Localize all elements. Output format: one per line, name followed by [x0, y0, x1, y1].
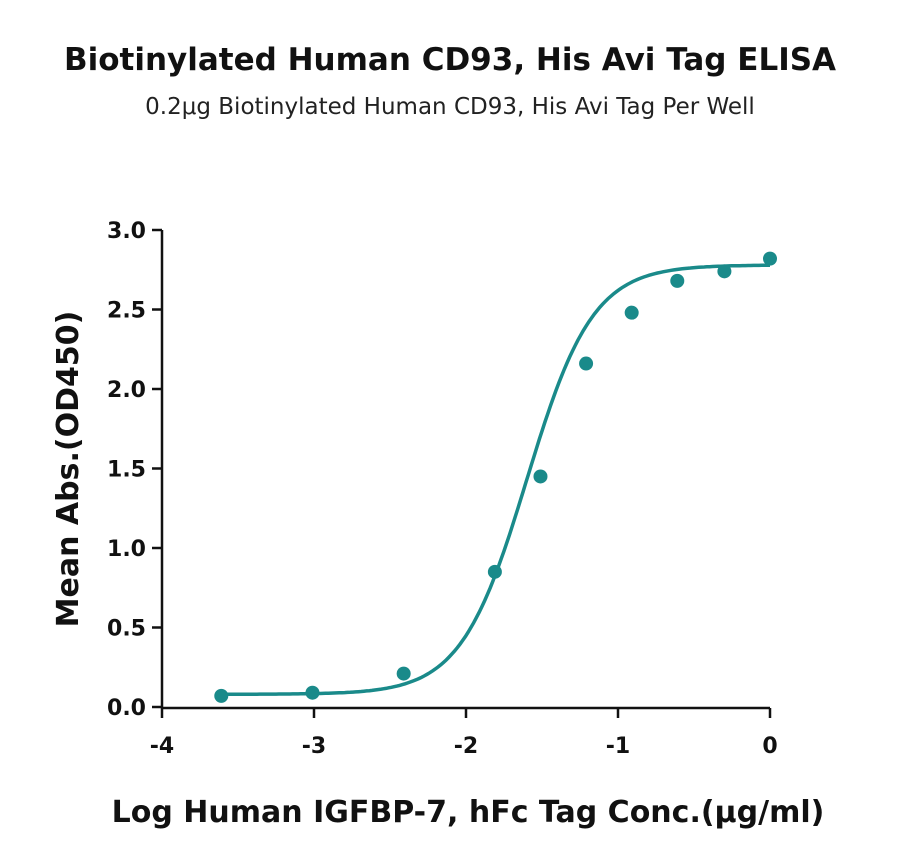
data-point [487, 564, 502, 579]
y-tick-label: 1.5 [107, 458, 146, 483]
data-point [670, 273, 685, 288]
data-points [214, 251, 777, 703]
data-point [763, 251, 777, 266]
y-tick-label: 2.0 [107, 378, 146, 403]
data-point [214, 688, 229, 703]
chart-subtitle: 0.2μg Biotinylated Human CD93, His Avi T… [145, 94, 755, 120]
y-tick-label: 0.0 [107, 696, 146, 721]
fit-curve [221, 263, 770, 696]
data-point [579, 356, 594, 371]
y-tick-label: 2.5 [107, 299, 146, 324]
data-point [396, 666, 411, 681]
x-tick-label: 0 [762, 734, 777, 759]
x-tick-label: -3 [302, 734, 326, 759]
x-tick-label: -2 [454, 734, 478, 759]
data-point [624, 305, 639, 320]
axes: 0.0 0.5 1.0 1.5 2.0 2.5 3.0 -4 -3 -2 -1 0 [107, 219, 778, 759]
x-axis-label: Log Human IGFBP-7, hFc Tag Conc.(μg/ml) [112, 795, 825, 830]
y-axis-label: Mean Abs.(OD450) [51, 311, 86, 628]
x-tick-label: -1 [606, 734, 630, 759]
y-tick-label: 0.5 [107, 617, 146, 642]
y-tick-label: 1.0 [107, 537, 146, 562]
chart-title: Biotinylated Human CD93, His Avi Tag ELI… [63, 42, 837, 78]
y-tick-label: 3.0 [107, 219, 146, 244]
x-tick-label: -4 [150, 734, 174, 759]
data-point [717, 264, 732, 279]
data-point [533, 469, 548, 484]
data-point [305, 685, 320, 700]
